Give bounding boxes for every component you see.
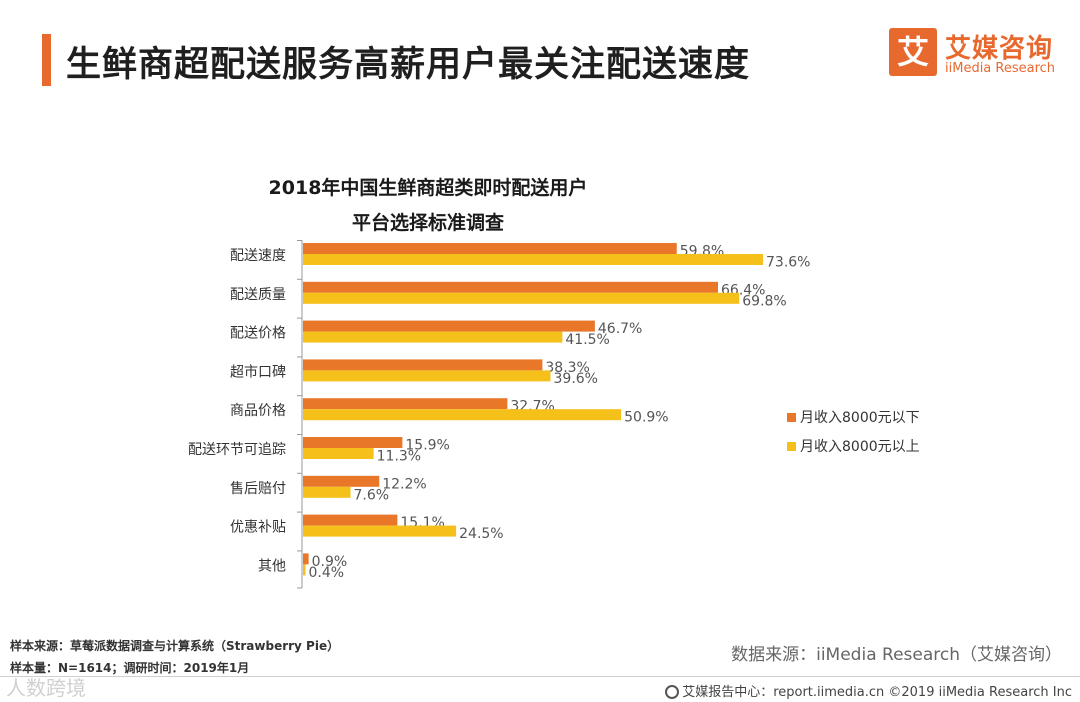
- sample-size-note: 样本量：N=1614；调研时间：2019年1月: [10, 661, 250, 675]
- data-label: 11.3%: [377, 449, 421, 465]
- logo-en-text: iiMedia Research: [945, 61, 1056, 76]
- data-label: 0.9%: [312, 554, 348, 570]
- footer-divider: [0, 676, 1080, 677]
- bar-above-8000: [303, 331, 563, 343]
- category-label: 配送价格: [230, 326, 286, 342]
- data-label: 12.2%: [382, 476, 426, 492]
- bar-above-8000: [303, 486, 351, 498]
- legend-label-series-1: 月收入8000元以下: [800, 410, 920, 426]
- logo-mark-icon: 艾: [889, 28, 937, 76]
- category-label: 配送环节可追踪: [188, 442, 286, 458]
- bar-above-8000: [303, 292, 740, 304]
- legend-item-below-8000: 月收入8000元以下: [787, 407, 920, 427]
- bar-below-8000: [303, 281, 718, 293]
- bar-above-8000: [303, 370, 551, 382]
- data-label: 69.8%: [742, 293, 786, 309]
- title-accent-bar: [42, 34, 51, 86]
- data-label: 38.3%: [545, 360, 589, 376]
- bar-below-8000: [303, 243, 677, 254]
- bar-below-8000: [303, 437, 403, 448]
- bar-below-8000: [303, 553, 309, 565]
- legend-label-series-2: 月收入8000元以上: [800, 439, 920, 455]
- chart-title-line-2: 平台选择标准调查: [351, 212, 504, 234]
- data-label: 24.5%: [459, 526, 503, 542]
- legend-swatch-series-1: [787, 413, 796, 422]
- data-label: 39.6%: [554, 371, 598, 387]
- bar-above-8000: [303, 525, 457, 537]
- bar-below-8000: [303, 398, 508, 410]
- category-label: 售后赔付: [230, 481, 286, 497]
- data-label: 7.6%: [354, 487, 390, 503]
- bar-below-8000: [303, 475, 380, 487]
- category-label: 商品价格: [230, 403, 286, 419]
- data-label: 73.6%: [766, 255, 810, 271]
- page-title: 生鲜商超配送服务高薪用户最关注配送速度: [66, 45, 751, 85]
- footer: 艾媒报告中心：report.iimedia.cn ©2019 iiMedia R…: [665, 681, 1072, 700]
- data-label: 41.5%: [565, 332, 609, 348]
- data-source: 数据来源：iiMedia Research（艾媒咨询）: [731, 645, 1062, 665]
- watermark: 人数跨境: [6, 676, 86, 700]
- chart-title-line-1: 2018年中国生鲜商超类即时配送用户: [268, 177, 588, 199]
- category-label: 配送质量: [230, 287, 286, 303]
- bar-above-8000: [303, 564, 306, 576]
- iimedia-logo: 艾 艾媒咨询 iiMedia Research: [889, 28, 1069, 84]
- bar-below-8000: [303, 359, 543, 371]
- sample-source-note: 样本来源：草莓派数据调查与计算系统（Strawberry Pie）: [10, 639, 340, 653]
- legend-swatch-series-2: [787, 442, 796, 451]
- data-label: 15.9%: [405, 438, 449, 454]
- footer-text: 艾媒报告中心：report.iimedia.cn ©2019 iiMedia R…: [682, 685, 1072, 700]
- data-label: 46.7%: [598, 321, 642, 337]
- data-label: 50.9%: [624, 410, 668, 426]
- globe-icon: [665, 685, 680, 699]
- category-label: 超市口碑: [230, 363, 286, 380]
- legend-item-above-8000: 月收入8000元以上: [787, 436, 920, 456]
- category-label: 优惠补贴: [230, 520, 286, 536]
- category-label: 配送速度: [230, 248, 286, 264]
- logo-cn-text: 艾媒咨询: [945, 34, 1054, 64]
- data-label: 0.4%: [309, 565, 345, 581]
- bar-below-8000: [303, 514, 398, 526]
- category-label: 其他: [258, 558, 286, 574]
- bar-above-8000: [303, 254, 763, 265]
- bar-above-8000: [303, 448, 374, 459]
- bar-above-8000: [303, 409, 622, 421]
- bar-below-8000: [303, 320, 595, 332]
